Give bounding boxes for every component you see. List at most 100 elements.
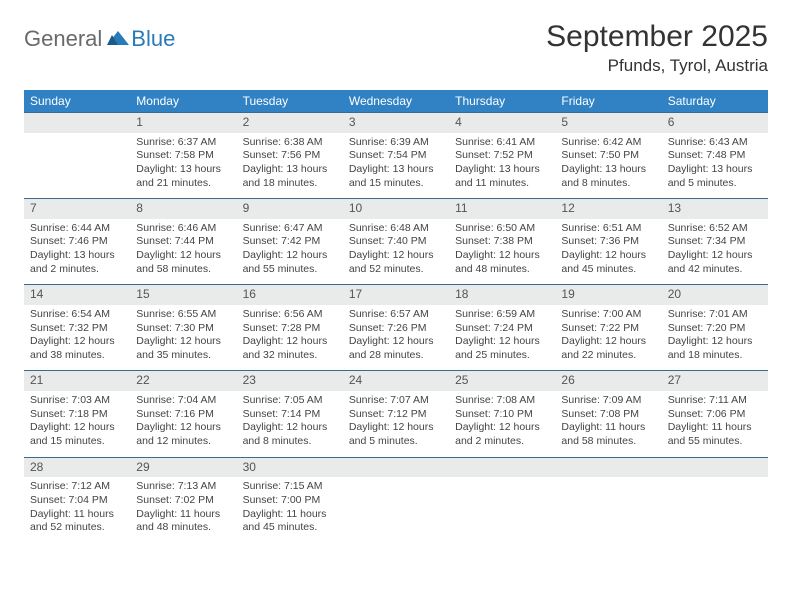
day-number: 7 xyxy=(24,198,130,219)
sunset-text: Sunset: 7:10 PM xyxy=(455,408,549,422)
calendar-cell: 4Sunrise: 6:41 AMSunset: 7:52 PMDaylight… xyxy=(449,112,555,198)
day-number: 11 xyxy=(449,198,555,219)
calendar-cell: 24Sunrise: 7:07 AMSunset: 7:12 PMDayligh… xyxy=(343,370,449,456)
day-body: Sunrise: 7:00 AMSunset: 7:22 PMDaylight:… xyxy=(555,305,661,371)
day-body: Sunrise: 6:37 AMSunset: 7:58 PMDaylight:… xyxy=(130,133,236,199)
daylight-text: Daylight: 12 hours and 48 minutes. xyxy=(455,249,549,276)
day-number: 5 xyxy=(555,112,661,133)
day-body: Sunrise: 6:51 AMSunset: 7:36 PMDaylight:… xyxy=(555,219,661,285)
day-number xyxy=(662,457,768,478)
day-body: Sunrise: 6:38 AMSunset: 7:56 PMDaylight:… xyxy=(237,133,343,199)
sunset-text: Sunset: 7:20 PM xyxy=(668,322,762,336)
weekday-header: Wednesday xyxy=(343,90,449,112)
day-number: 1 xyxy=(130,112,236,133)
daylight-text: Daylight: 12 hours and 35 minutes. xyxy=(136,335,230,362)
sunrise-text: Sunrise: 7:15 AM xyxy=(243,480,337,494)
day-number: 20 xyxy=(662,284,768,305)
day-number: 4 xyxy=(449,112,555,133)
sunrise-text: Sunrise: 6:39 AM xyxy=(349,136,443,150)
sunrise-text: Sunrise: 7:00 AM xyxy=(561,308,655,322)
day-body: Sunrise: 6:46 AMSunset: 7:44 PMDaylight:… xyxy=(130,219,236,285)
daylight-text: Daylight: 12 hours and 28 minutes. xyxy=(349,335,443,362)
day-body: Sunrise: 6:55 AMSunset: 7:30 PMDaylight:… xyxy=(130,305,236,371)
header: General Blue September 2025 Pfunds, Tyro… xyxy=(24,20,768,76)
calendar-cell: 6Sunrise: 6:43 AMSunset: 7:48 PMDaylight… xyxy=(662,112,768,198)
day-number: 18 xyxy=(449,284,555,305)
day-number: 2 xyxy=(237,112,343,133)
day-body: Sunrise: 7:13 AMSunset: 7:02 PMDaylight:… xyxy=(130,477,236,543)
daylight-text: Daylight: 13 hours and 11 minutes. xyxy=(455,163,549,190)
location: Pfunds, Tyrol, Austria xyxy=(546,56,768,76)
day-body: Sunrise: 6:42 AMSunset: 7:50 PMDaylight:… xyxy=(555,133,661,199)
calendar-cell: 2Sunrise: 6:38 AMSunset: 7:56 PMDaylight… xyxy=(237,112,343,198)
day-number: 28 xyxy=(24,457,130,478)
daylight-text: Daylight: 12 hours and 32 minutes. xyxy=(243,335,337,362)
sunrise-text: Sunrise: 7:01 AM xyxy=(668,308,762,322)
logo: General Blue xyxy=(24,20,175,52)
sunrise-text: Sunrise: 7:07 AM xyxy=(349,394,443,408)
sunrise-text: Sunrise: 7:11 AM xyxy=(668,394,762,408)
sunset-text: Sunset: 7:42 PM xyxy=(243,235,337,249)
sunset-text: Sunset: 7:58 PM xyxy=(136,149,230,163)
logo-text-2: Blue xyxy=(131,26,175,52)
sunrise-text: Sunrise: 6:42 AM xyxy=(561,136,655,150)
sunrise-text: Sunrise: 6:43 AM xyxy=(668,136,762,150)
sunrise-text: Sunrise: 7:08 AM xyxy=(455,394,549,408)
sunset-text: Sunset: 7:14 PM xyxy=(243,408,337,422)
day-number: 16 xyxy=(237,284,343,305)
sunset-text: Sunset: 7:24 PM xyxy=(455,322,549,336)
day-number: 22 xyxy=(130,370,236,391)
sunset-text: Sunset: 7:28 PM xyxy=(243,322,337,336)
sunrise-text: Sunrise: 7:09 AM xyxy=(561,394,655,408)
sunset-text: Sunset: 7:26 PM xyxy=(349,322,443,336)
daylight-text: Daylight: 11 hours and 45 minutes. xyxy=(243,508,337,535)
day-number: 29 xyxy=(130,457,236,478)
calendar-week-row: 14Sunrise: 6:54 AMSunset: 7:32 PMDayligh… xyxy=(24,284,768,370)
sunrise-text: Sunrise: 6:47 AM xyxy=(243,222,337,236)
day-number: 6 xyxy=(662,112,768,133)
sunset-text: Sunset: 7:36 PM xyxy=(561,235,655,249)
calendar-cell: 25Sunrise: 7:08 AMSunset: 7:10 PMDayligh… xyxy=(449,370,555,456)
sunrise-text: Sunrise: 7:03 AM xyxy=(30,394,124,408)
day-body: Sunrise: 6:48 AMSunset: 7:40 PMDaylight:… xyxy=(343,219,449,285)
daylight-text: Daylight: 13 hours and 2 minutes. xyxy=(30,249,124,276)
sunrise-text: Sunrise: 6:54 AM xyxy=(30,308,124,322)
sunrise-text: Sunrise: 7:05 AM xyxy=(243,394,337,408)
calendar-cell xyxy=(555,457,661,543)
sunset-text: Sunset: 7:40 PM xyxy=(349,235,443,249)
calendar-cell: 18Sunrise: 6:59 AMSunset: 7:24 PMDayligh… xyxy=(449,284,555,370)
calendar-cell: 9Sunrise: 6:47 AMSunset: 7:42 PMDaylight… xyxy=(237,198,343,284)
daylight-text: Daylight: 12 hours and 58 minutes. xyxy=(136,249,230,276)
sunset-text: Sunset: 7:54 PM xyxy=(349,149,443,163)
sunrise-text: Sunrise: 6:50 AM xyxy=(455,222,549,236)
day-number: 27 xyxy=(662,370,768,391)
daylight-text: Daylight: 12 hours and 42 minutes. xyxy=(668,249,762,276)
calendar-cell xyxy=(449,457,555,543)
calendar-cell: 28Sunrise: 7:12 AMSunset: 7:04 PMDayligh… xyxy=(24,457,130,543)
day-body: Sunrise: 7:01 AMSunset: 7:20 PMDaylight:… xyxy=(662,305,768,371)
calendar-cell: 17Sunrise: 6:57 AMSunset: 7:26 PMDayligh… xyxy=(343,284,449,370)
calendar-cell: 30Sunrise: 7:15 AMSunset: 7:00 PMDayligh… xyxy=(237,457,343,543)
sunset-text: Sunset: 7:22 PM xyxy=(561,322,655,336)
day-number: 9 xyxy=(237,198,343,219)
weekday-header: Thursday xyxy=(449,90,555,112)
calendar-cell: 10Sunrise: 6:48 AMSunset: 7:40 PMDayligh… xyxy=(343,198,449,284)
daylight-text: Daylight: 12 hours and 22 minutes. xyxy=(561,335,655,362)
logo-text-1: General xyxy=(24,26,102,52)
day-number: 24 xyxy=(343,370,449,391)
sunset-text: Sunset: 7:02 PM xyxy=(136,494,230,508)
calendar-cell: 1Sunrise: 6:37 AMSunset: 7:58 PMDaylight… xyxy=(130,112,236,198)
sunset-text: Sunset: 7:18 PM xyxy=(30,408,124,422)
calendar-cell: 20Sunrise: 7:01 AMSunset: 7:20 PMDayligh… xyxy=(662,284,768,370)
day-number: 26 xyxy=(555,370,661,391)
day-number: 12 xyxy=(555,198,661,219)
day-body xyxy=(662,477,768,539)
calendar-cell xyxy=(662,457,768,543)
calendar-cell: 11Sunrise: 6:50 AMSunset: 7:38 PMDayligh… xyxy=(449,198,555,284)
day-number: 23 xyxy=(237,370,343,391)
calendar-cell xyxy=(343,457,449,543)
calendar-table: Sunday Monday Tuesday Wednesday Thursday… xyxy=(24,90,768,543)
calendar-week-row: 1Sunrise: 6:37 AMSunset: 7:58 PMDaylight… xyxy=(24,112,768,198)
daylight-text: Daylight: 13 hours and 18 minutes. xyxy=(243,163,337,190)
day-number: 30 xyxy=(237,457,343,478)
